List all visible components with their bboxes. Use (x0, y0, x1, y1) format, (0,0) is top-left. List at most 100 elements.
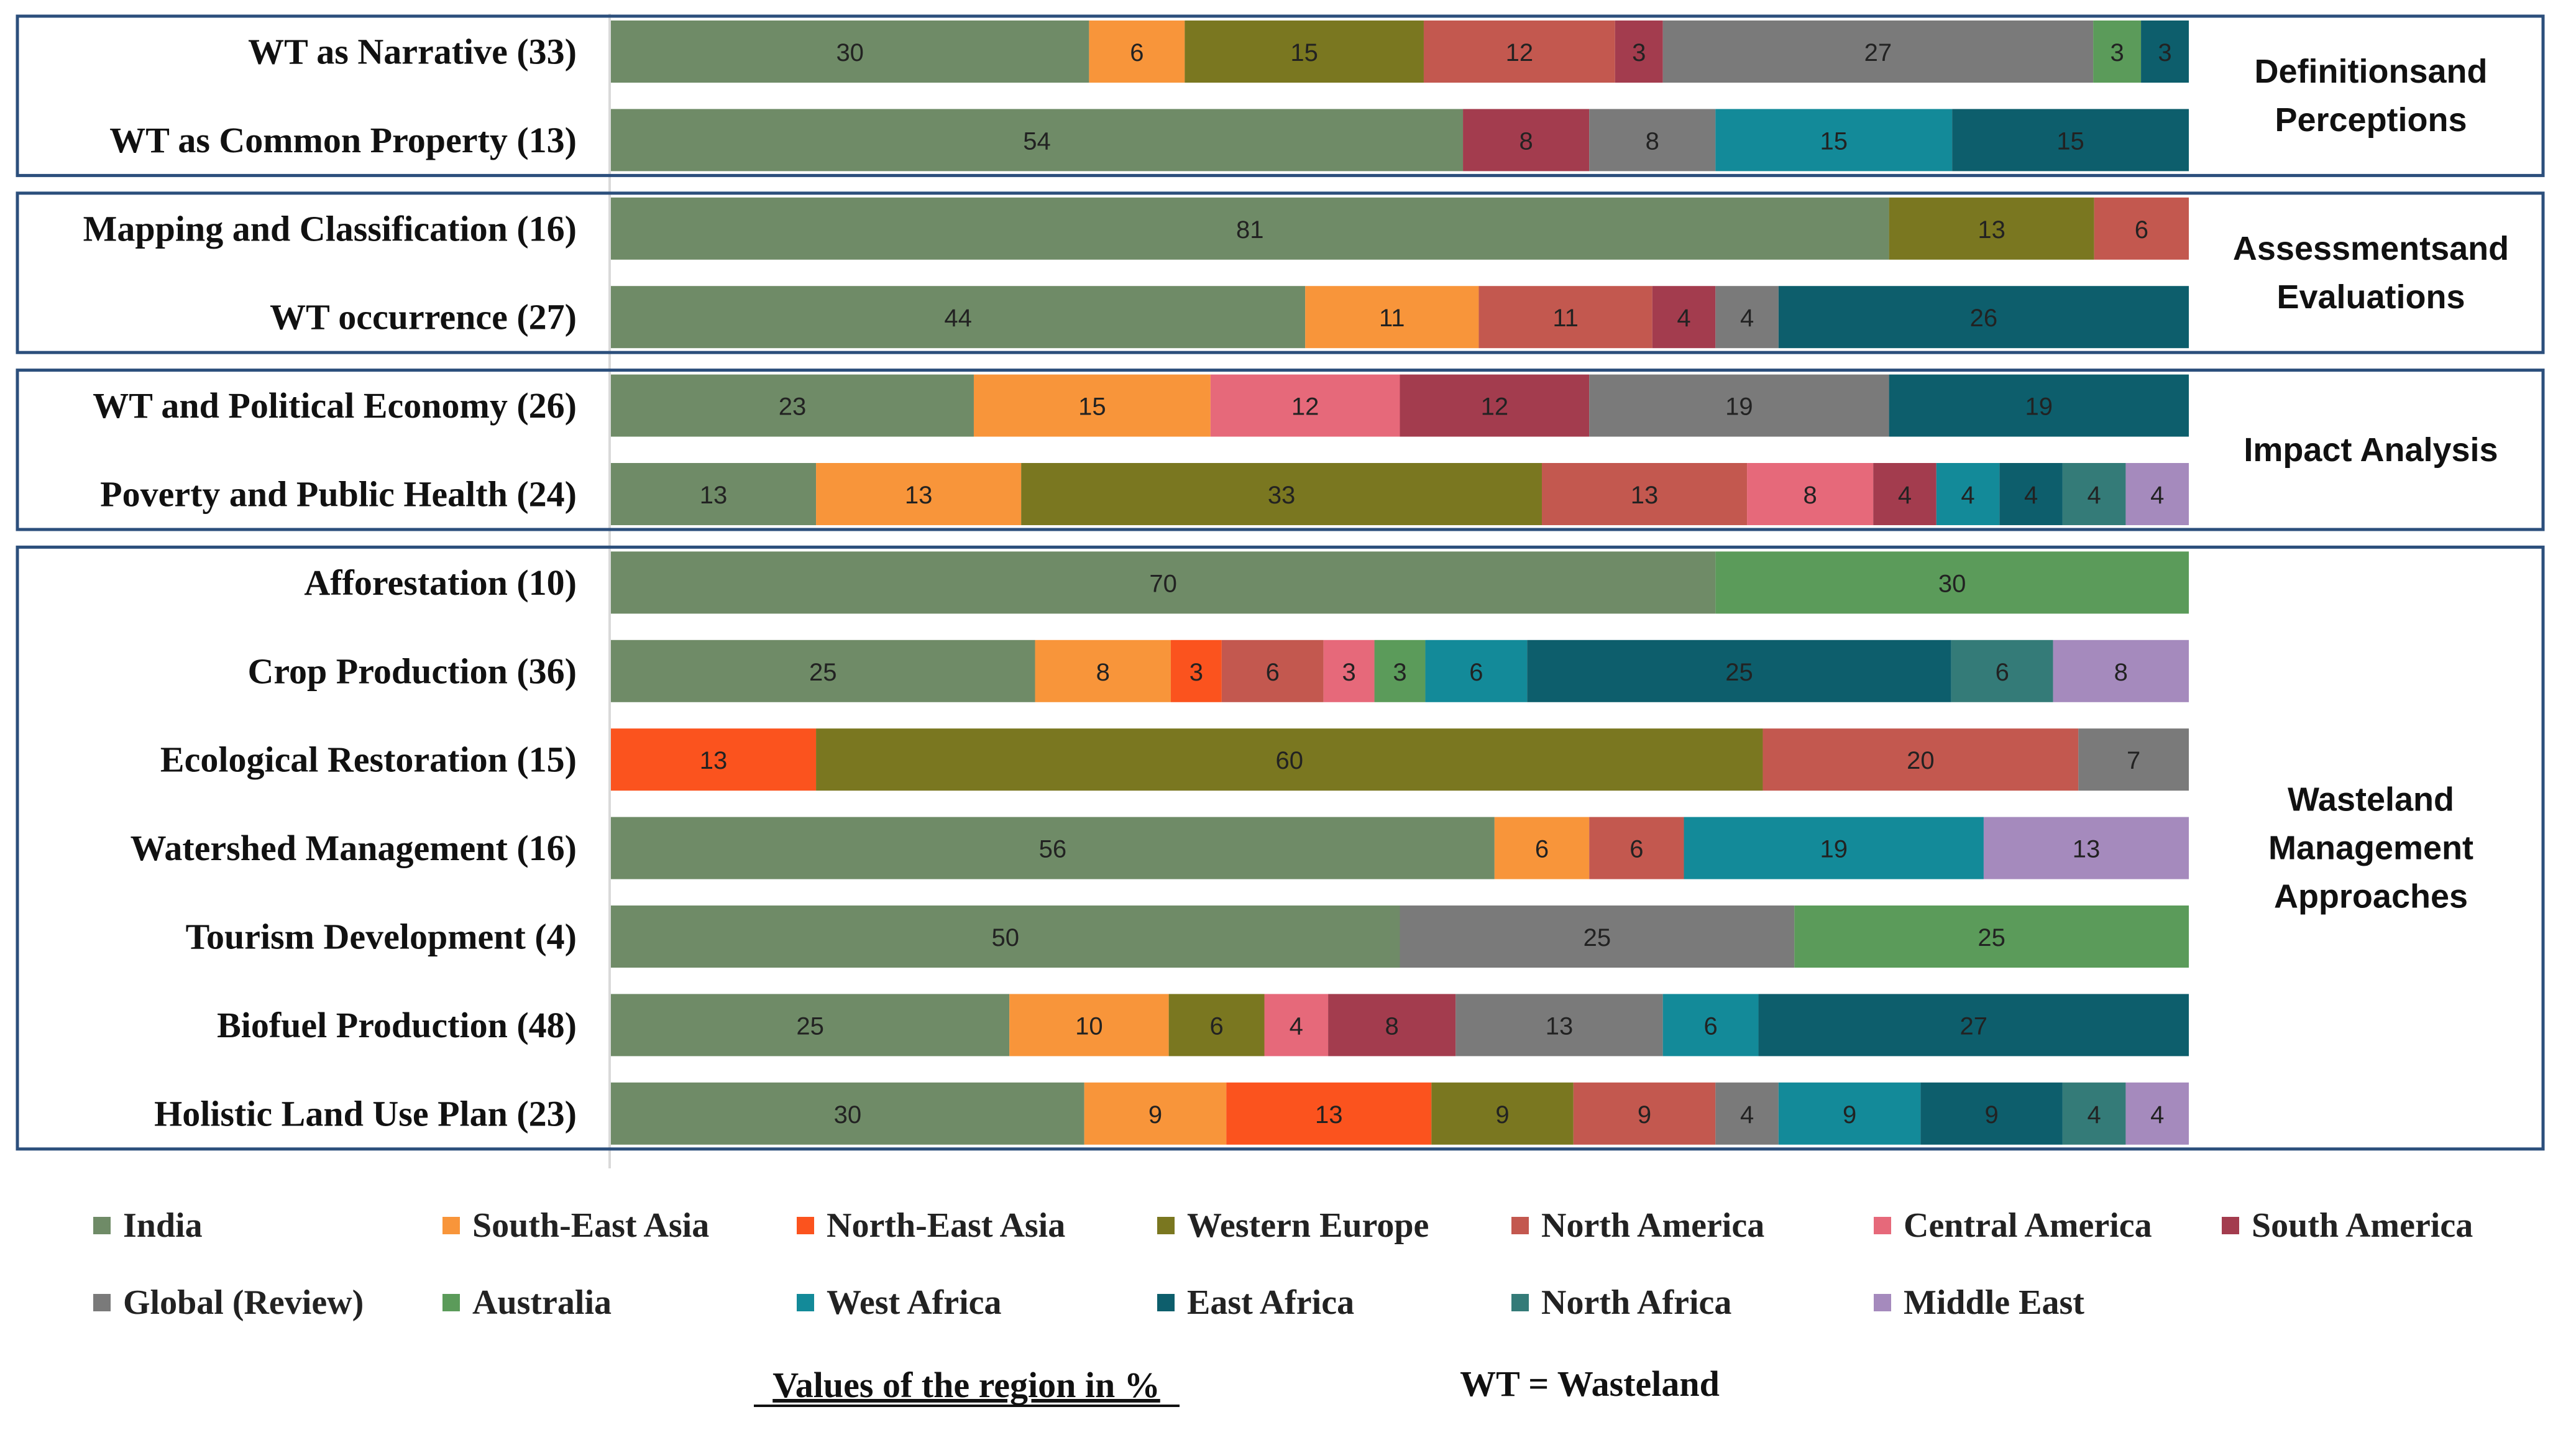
data-label: 26 (1970, 305, 1998, 332)
bar-segment-western-europe (1889, 197, 2094, 260)
bar-segment-west-africa (1936, 463, 2000, 525)
bar-segment-east-africa (2141, 21, 2189, 83)
bar-segment-india (611, 197, 1889, 260)
data-label: 9 (1843, 1101, 1856, 1129)
data-label: 4 (1740, 305, 1754, 332)
group-box-2 (16, 191, 2545, 354)
legend-swatch-south-east-asia (442, 1217, 460, 1234)
bar-segment-western-europe (1021, 463, 1542, 525)
bar-segment-middle-east (1983, 817, 2189, 879)
bar-segment-middle-east (2053, 640, 2189, 702)
data-label: 3 (1342, 659, 1355, 686)
bar-segment-central-america (1747, 463, 1874, 525)
bar-segment-india (611, 551, 1716, 614)
data-label: 13 (2073, 836, 2101, 863)
legend-swatch-central-america (1874, 1217, 1891, 1234)
data-label: 56 (1039, 836, 1067, 863)
data-label: 12 (1481, 393, 1509, 421)
row-label: Tourism Development (4) (186, 917, 577, 957)
data-label: 9 (1638, 1101, 1651, 1129)
data-label: 13 (1631, 482, 1659, 509)
data-label: 6 (1703, 1012, 1717, 1040)
data-label: 7 (2127, 747, 2140, 774)
data-label: 30 (834, 1101, 862, 1129)
bar-segment-india (611, 374, 974, 437)
bar-segment-north-africa (1951, 640, 2053, 702)
data-label: 10 (1075, 1012, 1103, 1040)
data-label: 25 (796, 1012, 824, 1040)
data-label: 15 (2056, 127, 2084, 155)
bar-segment-global-review (1715, 1082, 1779, 1145)
data-label: 3 (1393, 659, 1406, 686)
bar-segment-west-africa (1778, 1082, 1921, 1145)
row-label: Watershed Management (16) (131, 828, 577, 868)
data-label: 4 (2150, 482, 2164, 509)
legend-swatch-india (93, 1217, 111, 1234)
data-label: 54 (1023, 127, 1051, 155)
data-label: 13 (1546, 1012, 1574, 1040)
bar-segment-india (611, 109, 1464, 172)
legend-label: Central America (1904, 1206, 2152, 1245)
legend-swatch-global-review (93, 1294, 111, 1311)
bar-segment-north-america (1573, 1082, 1716, 1145)
bar-segment-australia (2093, 21, 2142, 83)
data-label: 15 (1078, 393, 1106, 421)
row-label: Holistic Land Use Plan (23) (154, 1093, 577, 1134)
legend-swatch-north-africa (1511, 1294, 1529, 1311)
bar-segment-india (611, 905, 1400, 968)
data-label: 4 (1290, 1012, 1303, 1040)
legend-label: Australia (472, 1283, 612, 1322)
bar-segment-north-america (1542, 463, 1748, 525)
bar-segment-south-east-asia (816, 463, 1022, 525)
legend-swatch-west-africa (797, 1294, 814, 1311)
bar-segment-north-africa (2062, 463, 2126, 525)
bar-segment-western-europe (1185, 21, 1424, 83)
legend-swatch-north-east-asia (797, 1217, 814, 1234)
bar-segment-south-america (1652, 286, 1716, 349)
row-label: WT and Political Economy (26) (93, 385, 577, 426)
data-label: 60 (1276, 747, 1304, 774)
bar-segment-global-review (1715, 286, 1779, 349)
bar-segment-north-america (1589, 817, 1684, 879)
bar-segment-india (611, 21, 1089, 83)
bar-segment-india (611, 640, 1035, 702)
row-label: Afforestation (10) (304, 562, 577, 603)
bar-segment-west-africa (1715, 109, 1953, 172)
bar-segment-south-east-asia (1494, 817, 1590, 879)
data-label: 4 (1740, 1101, 1754, 1129)
abbreviation-note: WT = Wasteland (1460, 1364, 1720, 1404)
legend-swatch-south-america (2222, 1217, 2239, 1234)
bar-segment-western-europe (816, 728, 1763, 791)
bar-segment-australia (1794, 905, 2189, 968)
data-label: 15 (1290, 39, 1318, 66)
row-label: WT as Narrative (33) (248, 32, 577, 72)
bar-segment-global-review (1662, 21, 2094, 83)
data-label: 8 (1646, 127, 1659, 155)
bar-segment-east-africa (1778, 286, 2189, 349)
legend-label: Global (Review) (123, 1283, 364, 1322)
data-label: 3 (1189, 659, 1203, 686)
data-label: 4 (1961, 482, 1974, 509)
data-label: 13 (905, 482, 933, 509)
legend-swatch-western-europe (1157, 1217, 1175, 1234)
bar-segment-south-east-asia (973, 374, 1211, 437)
bar-segment-east-africa (1952, 109, 2189, 172)
bar-segment-north-america (1221, 640, 1324, 702)
data-label: 6 (1266, 659, 1280, 686)
data-label: 44 (944, 305, 972, 332)
data-label: 25 (809, 659, 837, 686)
bar-segment-india (611, 463, 817, 525)
data-label: 30 (836, 39, 864, 66)
data-label: 13 (700, 482, 728, 509)
bar-segment-global-review (1589, 374, 1889, 437)
bar-segment-north-america (1478, 286, 1652, 349)
bar-segment-global-review (2078, 728, 2189, 791)
data-label: 25 (1978, 924, 2005, 951)
data-label: 20 (1907, 747, 1935, 774)
data-label: 23 (779, 393, 807, 421)
data-label: 6 (1535, 836, 1549, 863)
bar-segment-east-africa (1527, 640, 1951, 702)
group-label: Management (2268, 830, 2473, 867)
data-label: 9 (1148, 1101, 1162, 1129)
data-label: 19 (1820, 836, 1848, 863)
